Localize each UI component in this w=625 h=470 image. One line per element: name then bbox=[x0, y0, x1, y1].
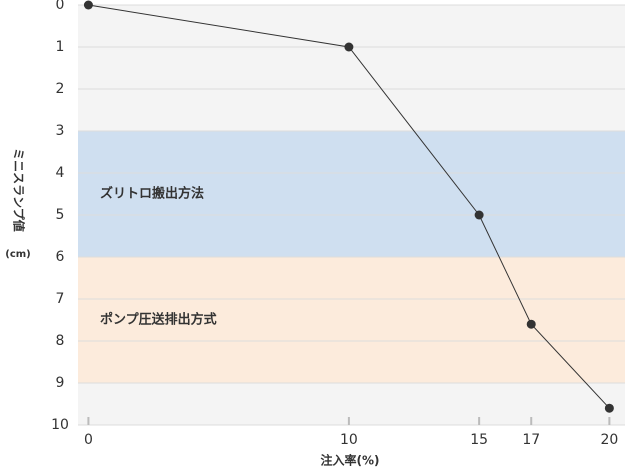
y-tick-label: 0 bbox=[56, 0, 65, 13]
y-tick-label: 6 bbox=[56, 249, 65, 265]
point bbox=[344, 42, 354, 52]
y-axis-unit: (cm) bbox=[5, 249, 31, 260]
x-tick-label: 0 bbox=[84, 432, 93, 448]
y-tick-label: 5 bbox=[56, 207, 65, 223]
point bbox=[83, 0, 93, 10]
y-tick-label: 10 bbox=[51, 417, 69, 433]
y-tick-label: 4 bbox=[56, 165, 65, 181]
band bbox=[78, 257, 625, 383]
band-label: ズリトロ搬出方法 bbox=[100, 186, 204, 202]
y-tick-label: 3 bbox=[56, 123, 65, 139]
band-label: ポンプ圧送排出方式 bbox=[100, 312, 217, 328]
y-tick-label: 1 bbox=[56, 39, 65, 55]
point bbox=[604, 403, 614, 413]
y-tick-label: 2 bbox=[56, 81, 65, 97]
point bbox=[526, 319, 536, 329]
x-tick-label: 20 bbox=[600, 432, 618, 448]
x-tick-label: 17 bbox=[522, 432, 540, 448]
y-tick-label: 7 bbox=[56, 291, 65, 307]
x-tick-label: 10 bbox=[340, 432, 358, 448]
y-tick-label: 9 bbox=[56, 375, 65, 391]
y-axis-label: ミニスランプ値 bbox=[12, 148, 27, 232]
x-axis-label: 注入率(%) bbox=[321, 453, 380, 468]
band bbox=[78, 131, 625, 257]
x-tick-label: 15 bbox=[470, 432, 488, 448]
y-tick-label: 8 bbox=[56, 333, 65, 349]
point bbox=[474, 210, 484, 220]
